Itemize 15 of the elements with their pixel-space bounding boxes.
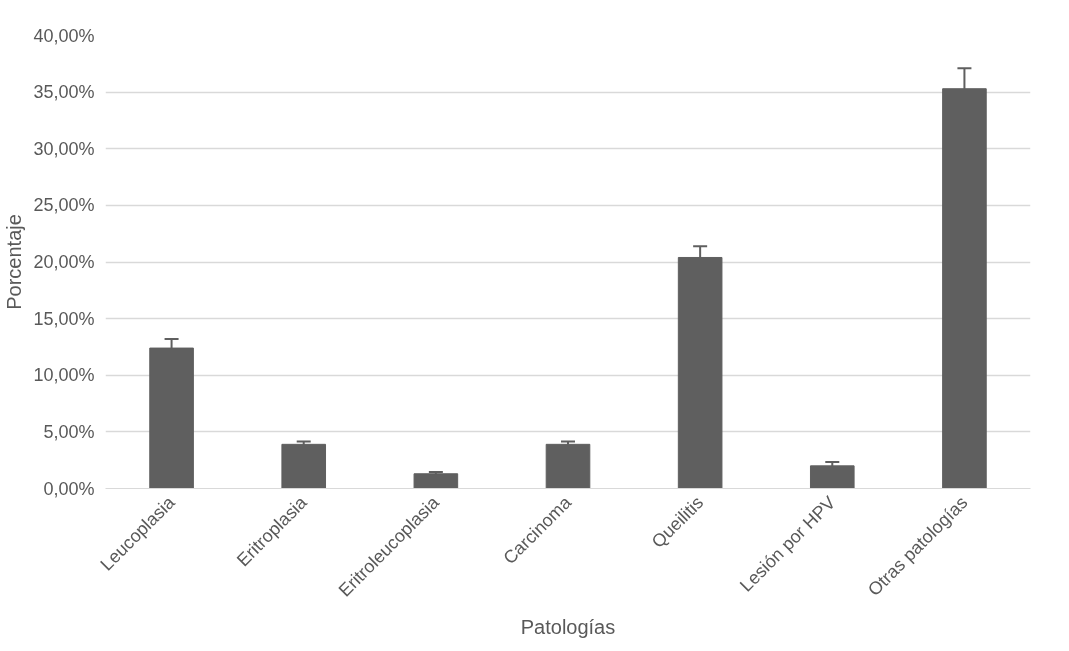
y-axis-title: Porcentaje xyxy=(3,214,26,310)
bar xyxy=(413,473,459,489)
bar xyxy=(281,443,327,489)
bar xyxy=(809,465,855,489)
y-tick-label: 15,00% xyxy=(33,308,95,329)
y-tick-label: 0,00% xyxy=(43,478,95,499)
y-tick-label: 10,00% xyxy=(33,365,95,386)
y-tick-label: 5,00% xyxy=(43,421,95,442)
y-tick-label: 25,00% xyxy=(33,195,95,216)
y-tick-label: 20,00% xyxy=(33,252,95,272)
y-tick-label: 35,00% xyxy=(33,82,95,103)
x-axis-title: Patologías xyxy=(520,615,616,638)
y-tick-label: 30,00% xyxy=(33,138,95,159)
bar xyxy=(545,443,591,489)
y-tick-label: 40,00% xyxy=(33,25,95,46)
